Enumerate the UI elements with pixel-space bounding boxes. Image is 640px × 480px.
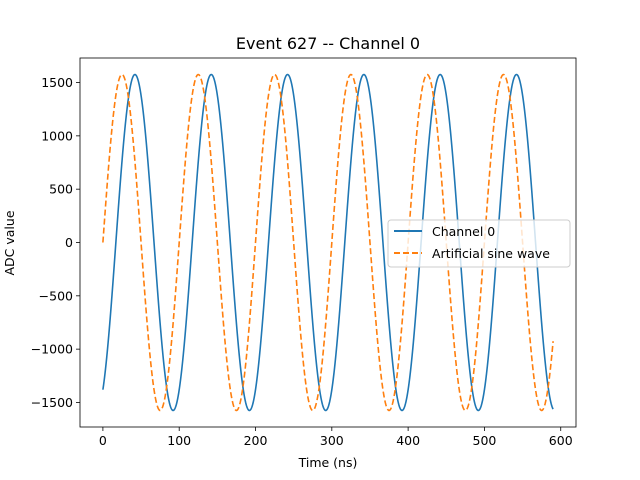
chart-title: Event 627 -- Channel 0: [236, 34, 420, 53]
y-tick-label: 500: [49, 182, 73, 197]
x-tick-label: 0: [99, 433, 107, 448]
series-line-channel-0: [102, 73, 554, 412]
x-axis-label: Time (ns): [298, 455, 358, 470]
y-tick-label: −500: [39, 288, 73, 303]
y-tick-label: 1500: [41, 75, 73, 90]
x-tick-label: 600: [549, 433, 573, 448]
y-tick-label: 1000: [41, 128, 73, 143]
x-axis-ticks: 0 100 200 300 400 500 600: [99, 427, 573, 448]
x-tick-label: 400: [396, 433, 420, 448]
legend-label-channel-0: Channel 0: [432, 224, 495, 239]
y-tick-label: 0: [65, 235, 73, 250]
legend: Channel 0 Artificial sine wave: [387, 219, 571, 268]
y-axis-label: ADC value: [2, 210, 17, 275]
y-tick-label: −1000: [31, 342, 73, 357]
x-tick-label: 300: [320, 433, 344, 448]
legend-frame: [387, 219, 571, 268]
x-tick-label: 100: [167, 433, 191, 448]
series-layer: [102, 73, 554, 412]
series-line-artificial-sine-wave: [102, 73, 554, 412]
y-tick-label: −1500: [31, 395, 73, 410]
y-axis-ticks: −1500 −1000 −500 0 500 1000 1500: [31, 75, 80, 410]
x-tick-label: 500: [473, 433, 497, 448]
x-tick-label: 200: [244, 433, 268, 448]
legend-label-artificial-sine-wave: Artificial sine wave: [432, 246, 550, 261]
